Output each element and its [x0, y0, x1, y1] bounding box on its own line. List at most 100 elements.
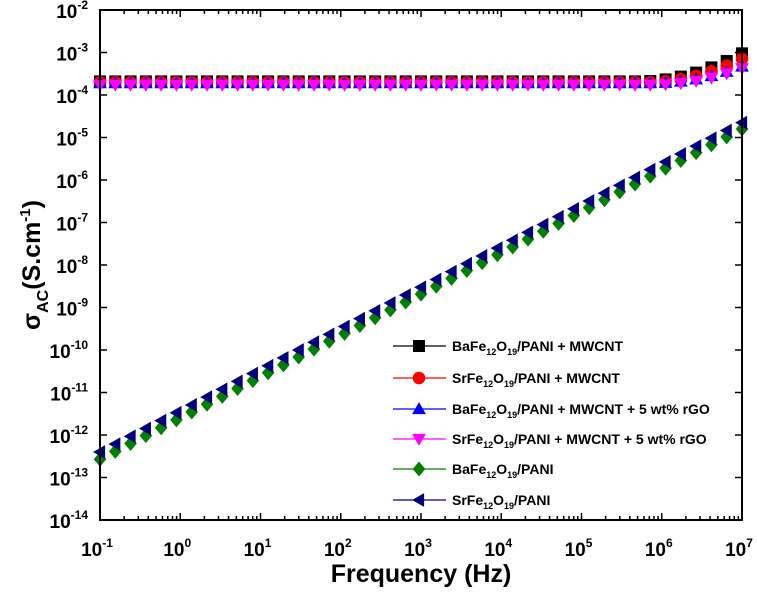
series-5-point: [277, 357, 290, 373]
series-5-point: [567, 207, 581, 223]
series-6-point: [123, 429, 136, 444]
series-4-point: [307, 79, 321, 92]
series-4-point: [658, 79, 673, 92]
series-4-point: [108, 79, 123, 92]
series-4-point: [398, 79, 413, 92]
series-6-point: [658, 154, 671, 169]
series-6-point: [643, 162, 656, 177]
series-5-point: [521, 231, 535, 247]
x-tick-label: 107: [725, 536, 753, 561]
x-tick-labels: 10-1 100 101 102 103 104 105 106 107: [81, 536, 753, 561]
series-4-point: [612, 79, 627, 92]
series-6-point: [276, 350, 289, 365]
series-6-point: [612, 178, 625, 193]
legend-item: SrFe12O19/PANI + MWCNT + 5 wt% rGO: [393, 431, 707, 450]
series-4-point: [689, 75, 704, 88]
series-5-point: [246, 373, 260, 389]
series-4-point: [704, 72, 719, 85]
y-tick-label: 10-5: [56, 126, 88, 151]
y-axis-title-subscript: AC: [35, 289, 52, 313]
legend-label: BaFe12O19/PANI + MWCNT + 5 wt% rGO: [452, 401, 710, 420]
series-6-point: [322, 327, 335, 342]
legend-label: SrFe12O19/PANI: [452, 492, 550, 511]
series-4-point: [337, 79, 352, 92]
series-6-point: [673, 147, 686, 161]
legend-label: BaFe12O19/PANI + MWCNT: [452, 338, 624, 357]
series-6-point: [245, 366, 258, 381]
series-5-point: [139, 428, 153, 444]
series-5-point: [674, 152, 688, 168]
series-4-point: [673, 78, 688, 91]
y-tick-label: 10-4: [56, 83, 88, 108]
series-6-point: [689, 139, 702, 154]
legend-label: SrFe12O19/PANI + MWCNT + 5 wt% rGO: [452, 431, 707, 450]
legend-marker: [412, 493, 425, 507]
x-tick-label: 103: [404, 536, 432, 561]
x-tick-label: 10-1: [81, 536, 113, 561]
series-4-point: [215, 79, 230, 92]
series-4-point: [459, 79, 474, 92]
series-6-point: [200, 390, 213, 404]
series-4-point: [138, 79, 153, 92]
series-6-point: [719, 123, 732, 138]
legend-marker: [412, 402, 426, 415]
legend-item: SrFe12O19/PANI + MWCNT: [393, 370, 620, 389]
series-6-point: [536, 217, 549, 232]
series-6-point: [368, 303, 381, 318]
series-6-point: [398, 288, 411, 303]
y-tick-label: 10-8: [56, 253, 88, 278]
series-5-point: [582, 200, 596, 216]
series-4-point: [475, 79, 490, 92]
series-4-point: [169, 79, 184, 92]
series-5-point: [292, 349, 306, 365]
series-5-point: [170, 412, 183, 428]
series-6-point: [184, 398, 197, 412]
y-tick-label: 10-3: [56, 41, 88, 66]
series-6-point: [459, 256, 472, 271]
series-5-point: [215, 388, 229, 404]
series-5-point: [460, 263, 474, 279]
series-4-point: [536, 79, 551, 92]
series-4-point: [505, 79, 520, 92]
legend-label: BaFe12O19/PANI: [452, 461, 553, 480]
series-5-point: [628, 176, 642, 192]
y-tick-label: 10-9: [56, 296, 88, 321]
series-4-point: [322, 79, 337, 92]
series-4-point: [490, 79, 505, 92]
y-axis-title-unit-close: ): [18, 200, 46, 208]
data-markers: [93, 47, 749, 467]
series-5-point: [491, 247, 504, 263]
y-axis-title-unit-exponent: -1: [17, 208, 34, 221]
series-6-point: [582, 194, 595, 208]
y-tick-labels: 10-14 10-13 10-12 10-11 10-10 10-9 10-8 10-7 10-…: [50, 0, 89, 533]
legend-marker: [413, 340, 425, 352]
legend: BaFe12O19/PANI + MWCNT SrFe12O19/PANI + M…: [393, 338, 710, 511]
y-axis-title: σAC(S.cm-1): [17, 200, 52, 330]
y-tick-label: 10-14: [50, 508, 89, 533]
series-5-point: [384, 302, 397, 318]
series-4-point: [276, 79, 291, 92]
series-6-point: [154, 413, 167, 428]
series-4-point: [291, 79, 306, 92]
y-axis-title-symbol: σ: [18, 313, 46, 330]
x-axis-title: Frequency (Hz): [331, 560, 512, 588]
series-4-point: [719, 68, 734, 81]
series-4-point: [551, 79, 566, 92]
series-6-point: [444, 264, 457, 279]
series-6-markers: [93, 115, 748, 459]
series-6-point: [490, 241, 503, 255]
series-4-markers: [93, 63, 749, 92]
series-4-point: [184, 79, 199, 92]
series-4-point: [261, 79, 276, 92]
series-6-point: [551, 209, 564, 224]
legend-item: BaFe12O19/PANI + MWCNT + 5 wt% rGO: [393, 401, 710, 420]
series-6-point: [383, 296, 396, 310]
legend-label: SrFe12O19/PANI + MWCNT: [452, 370, 620, 389]
x-tick-label: 102: [324, 536, 352, 561]
series-6-point: [215, 382, 228, 397]
series-6-point: [505, 233, 518, 248]
series-6-point: [337, 319, 350, 334]
series-4-point: [154, 79, 169, 92]
series-4-point: [597, 79, 612, 92]
x-tick-label: 100: [163, 536, 191, 561]
